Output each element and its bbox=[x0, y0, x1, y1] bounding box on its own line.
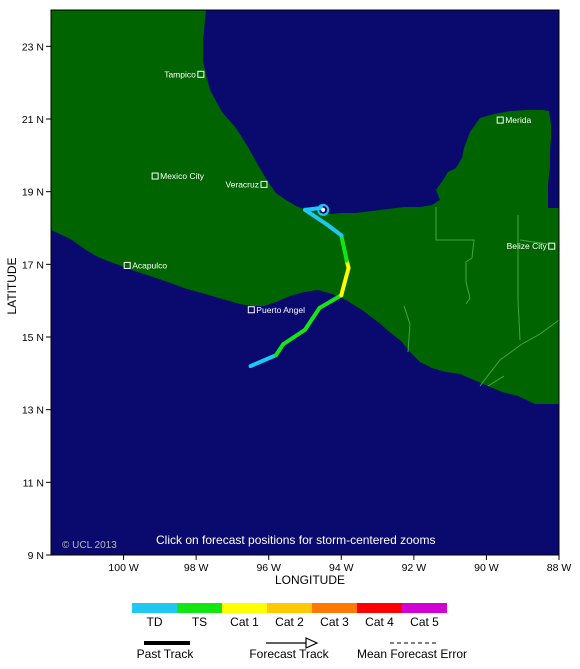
legend-swatch bbox=[402, 603, 447, 613]
city-label: Tampico bbox=[164, 69, 196, 79]
legend-swatch bbox=[132, 603, 177, 613]
legend-swatch bbox=[312, 603, 357, 613]
lon-tick-label: 90 W bbox=[474, 562, 499, 574]
lat-tick-label: 19 N bbox=[22, 187, 44, 199]
intensity-legend: TD TS Cat 1 Cat 2 Cat 3 Cat 4 Cat 5 bbox=[132, 603, 447, 629]
lon-tick-label: 88 W bbox=[547, 562, 572, 574]
lat-tick-label: 15 N bbox=[22, 332, 44, 344]
y-axis-title: LATITUDE bbox=[5, 257, 19, 314]
storm-center-icon bbox=[321, 208, 325, 212]
city-label: Belize City bbox=[507, 241, 548, 251]
legend-category-label: TS bbox=[192, 615, 207, 629]
legend-category-label: Cat 4 bbox=[365, 615, 394, 629]
track-type-legend: Past Track Forecast Track Mean Forecast … bbox=[137, 638, 467, 661]
legend-swatch bbox=[267, 603, 312, 613]
lat-tick-label: 13 N bbox=[22, 405, 44, 417]
legend-category-label: Cat 2 bbox=[275, 615, 304, 629]
mean-error-label: Mean Forecast Error bbox=[357, 647, 467, 661]
copyright-text: © UCL 2013 bbox=[62, 540, 117, 551]
lat-tick-label: 21 N bbox=[22, 114, 44, 126]
lat-tick-label: 17 N bbox=[22, 259, 44, 271]
lat-tick-label: 11 N bbox=[23, 477, 44, 489]
lon-tick-label: 92 W bbox=[402, 562, 427, 574]
city-label: Puerto Angel bbox=[256, 305, 305, 315]
city-label: Veracruz bbox=[225, 179, 259, 189]
past-track-label: Past Track bbox=[137, 647, 195, 661]
legend-category-label: Cat 3 bbox=[320, 615, 349, 629]
legend-category-label: Cat 1 bbox=[230, 615, 259, 629]
x-axis-title: LONGITUDE bbox=[275, 573, 345, 587]
city-label: Acapulco bbox=[132, 260, 167, 270]
forecast-track-label: Forecast Track bbox=[249, 647, 329, 661]
legend-swatch bbox=[357, 603, 402, 613]
legend-category-label: Cat 5 bbox=[410, 615, 439, 629]
lat-tick-label: 9 N bbox=[28, 550, 44, 562]
legend-category-label: TD bbox=[147, 615, 163, 629]
city-label: Mexico City bbox=[160, 171, 205, 181]
legend-swatch bbox=[177, 603, 222, 613]
lon-tick-label: 100 W bbox=[108, 562, 138, 574]
city-label: Merida bbox=[505, 115, 531, 125]
instruction-text: Click on forecast positions for storm-ce… bbox=[156, 533, 435, 547]
lat-tick-label: 23 N bbox=[22, 41, 44, 53]
lon-tick-label: 98 W bbox=[184, 562, 209, 574]
legend-swatch bbox=[222, 603, 267, 613]
